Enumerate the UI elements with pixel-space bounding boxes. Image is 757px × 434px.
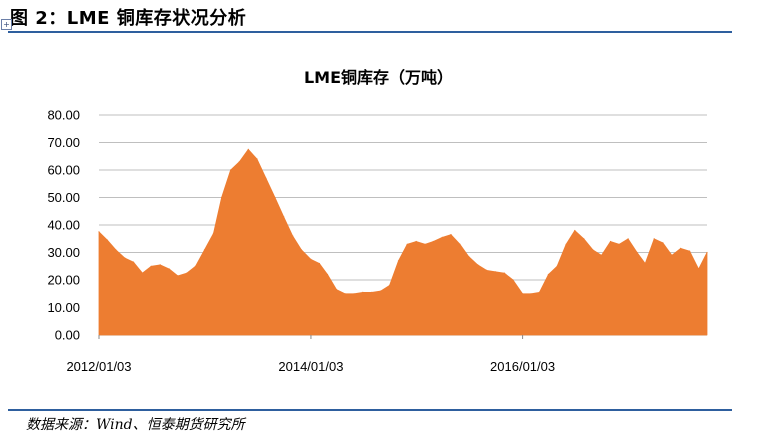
data-point [671,254,673,256]
data-point [627,238,629,240]
x-tick-label: 2012/01/03 [66,359,131,374]
data-point [212,232,215,234]
y-tick-label: 30.00 [47,245,80,260]
data-point [644,262,646,265]
data-point [230,169,232,171]
data-point [353,293,355,295]
data-point [132,261,135,263]
data-point [503,272,505,274]
data-point [450,234,452,236]
data-point [141,272,144,274]
data-point [238,161,240,163]
data-point [300,249,302,251]
data-point [310,258,312,260]
data-point [653,238,655,240]
data-point [203,249,206,251]
data-point [177,275,179,277]
data-point [468,256,470,258]
data-point [362,291,364,293]
data-point [618,243,620,245]
y-tick-label: 10.00 [47,300,80,315]
data-point [256,158,258,160]
y-tick-label: 0.00 [55,328,80,343]
data-point [415,240,417,243]
data-point [706,251,708,254]
data-point [326,273,329,276]
y-tick-label: 70.00 [47,135,80,150]
data-point [592,249,594,251]
data-point [150,265,152,267]
data-point [283,216,285,218]
data-point [380,290,382,292]
x-tick-label: 2014/01/03 [278,359,343,374]
data-point [344,293,346,295]
data-point [494,271,496,273]
footer-rule [8,409,732,411]
y-tick-label: 40.00 [47,218,80,233]
y-axis-ticks: 0.00 10.00 20.00 30.00 40.00 50.00 60.00 70.00 8… [47,108,80,343]
data-point [689,250,691,252]
data-point [662,242,664,244]
data-point [565,243,567,245]
y-tick-label: 60.00 [47,163,80,178]
data-point [388,284,391,287]
data-point [221,196,223,199]
area-series [98,149,708,336]
data-point [124,257,126,259]
data-point [574,229,576,232]
data-point [441,236,443,238]
figure-title: 图 2：LME 铜库存状况分析 [10,8,247,29]
data-point [406,243,408,245]
data-point [432,240,434,243]
x-tick-label: 2016/01/03 [490,359,555,374]
move-cross-icon[interactable]: + [1,19,12,30]
data-point [318,262,320,265]
data-point [486,269,488,271]
data-point [274,196,276,199]
data-point [194,265,197,267]
data-point [106,239,108,241]
data-point [530,293,532,295]
data-point [265,177,267,179]
data-point [98,231,100,233]
chart-title: LME铜库存（万吨） [303,68,454,87]
source-note: 数据来源：Wind、恒泰期货研究所 [26,417,245,433]
data-point [186,272,188,274]
data-point [609,240,612,243]
data-point [547,273,550,276]
data-point [168,268,170,270]
data-point [600,254,603,256]
data-point [698,268,700,270]
data-point [583,238,585,240]
data-point [538,291,541,293]
data-point [512,279,514,281]
data-point [371,291,373,293]
data-point [292,235,294,237]
data-point [247,148,249,150]
data-point [159,264,161,266]
data-point [680,247,682,249]
x-axis-ticks: 2012/01/03 2014/01/03 2016/01/03 [66,335,555,374]
data-point [477,264,479,266]
data-point [424,243,426,245]
data-point [636,251,638,254]
y-tick-label: 50.00 [47,190,80,205]
series-area [98,148,708,336]
data-point [115,249,117,251]
data-point [335,289,338,291]
data-point [397,260,400,262]
data-point [522,293,524,295]
header-rule [8,31,732,33]
data-point [556,265,558,267]
data-point [459,243,461,245]
figure-header: 图 2：LME 铜库存状况分析 + [0,0,757,34]
y-tick-label: 20.00 [47,273,80,288]
y-tick-label: 80.00 [47,108,80,123]
